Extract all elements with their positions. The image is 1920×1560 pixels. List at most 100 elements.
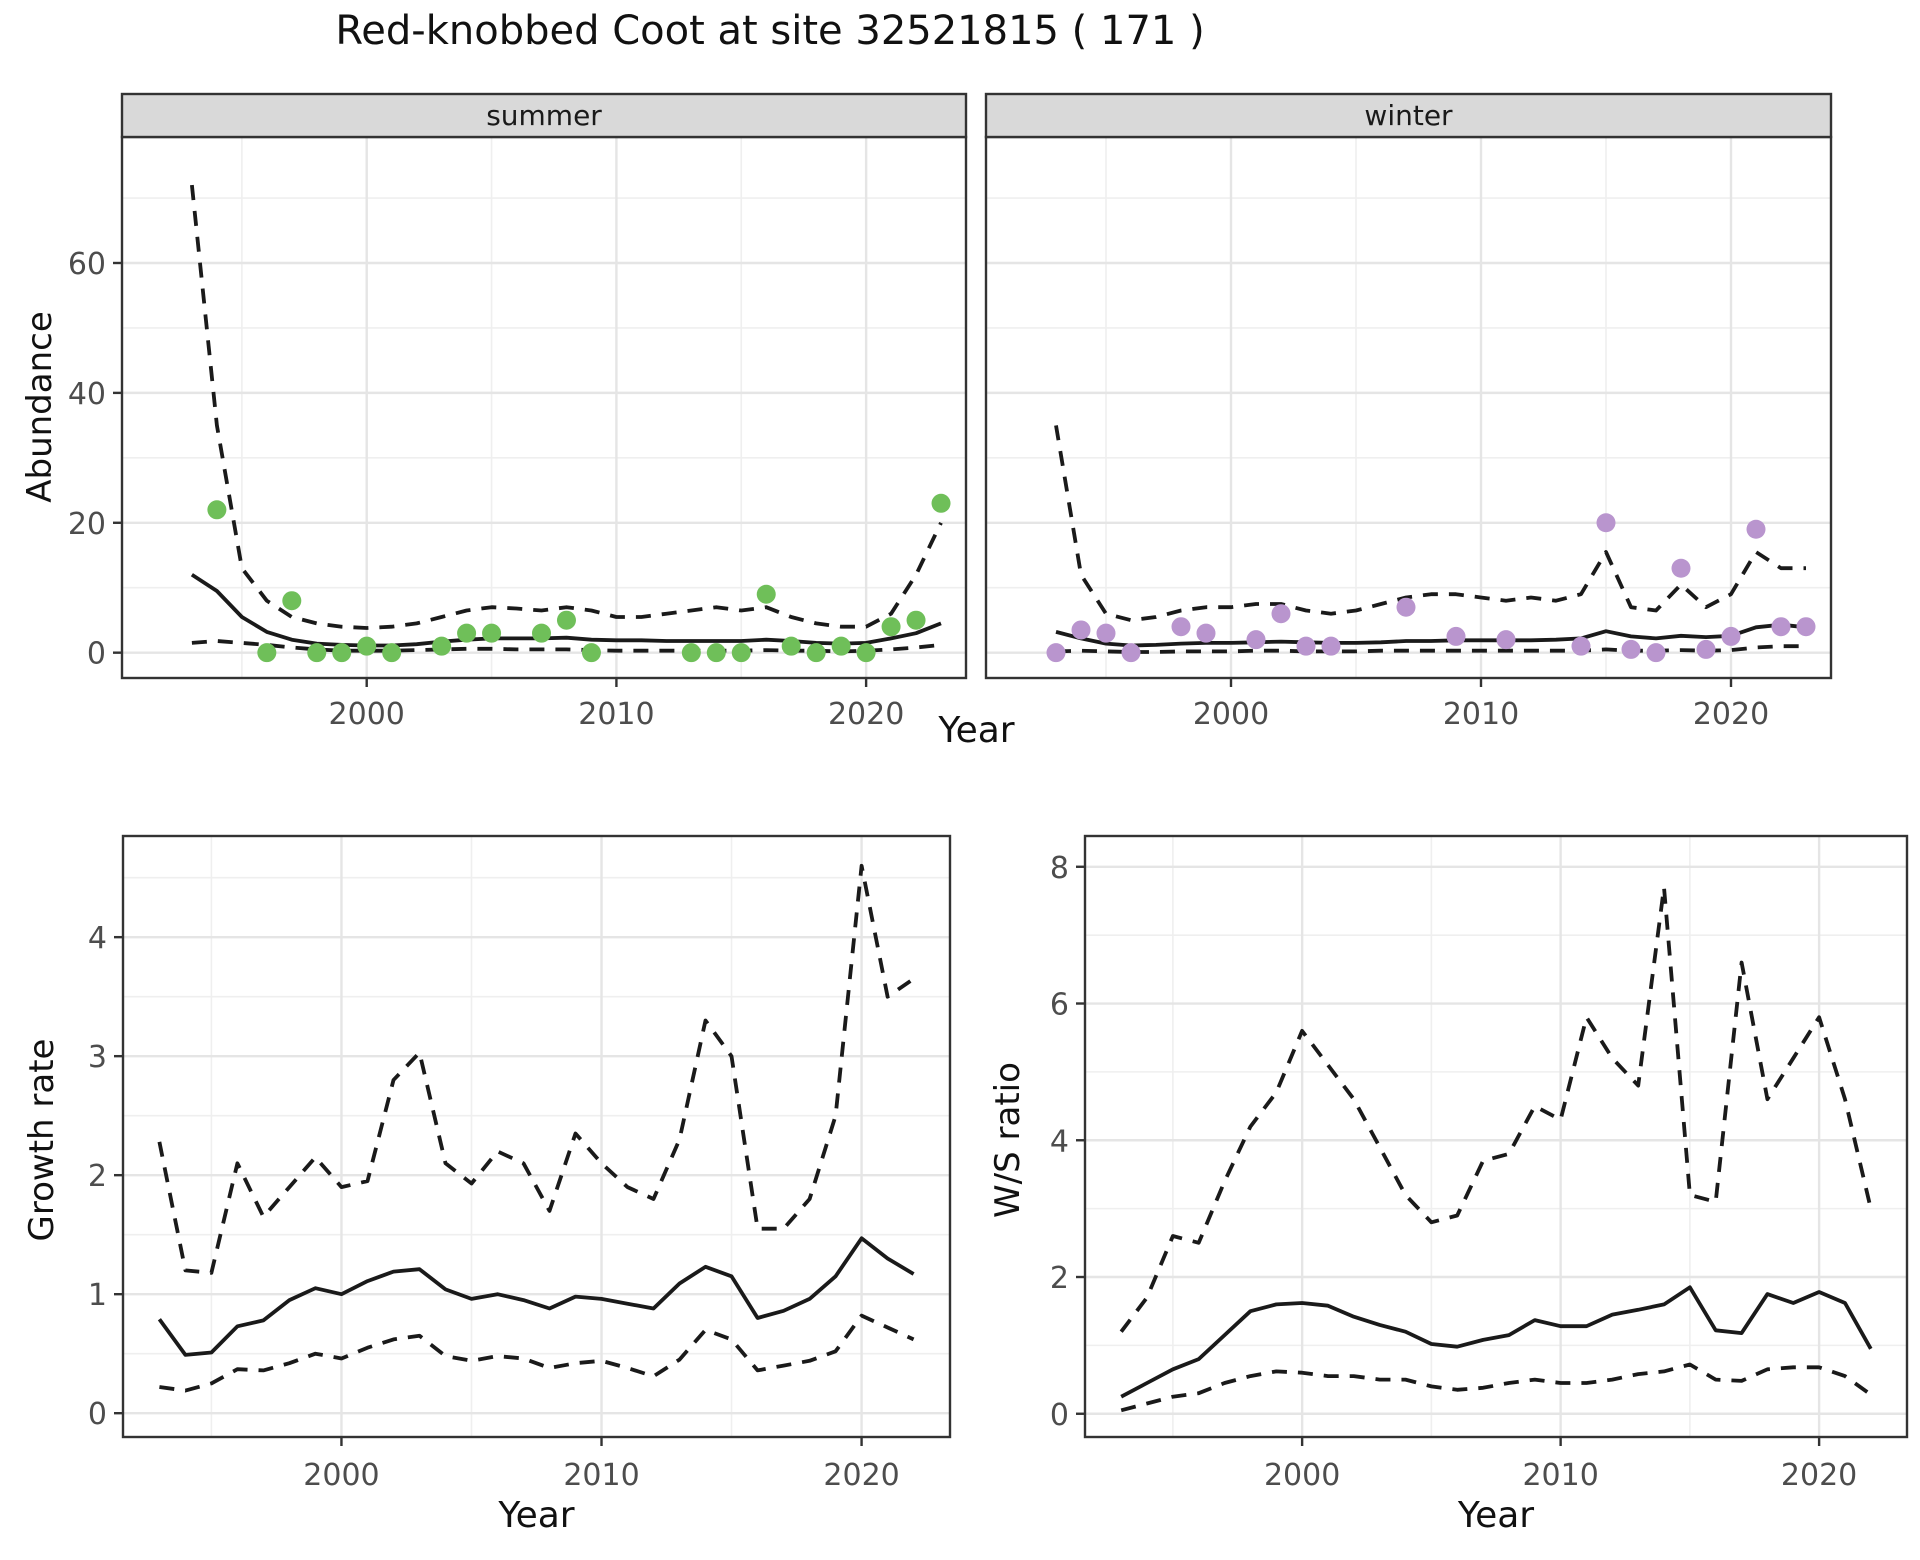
growth-rate-upper-ci-line [157,863,915,1275]
abundance-winter-upper-ci-line [1054,425,1806,623]
growth-rate-y-tick-label: 1 [88,1278,107,1313]
abundance-summer-data-point [307,643,327,663]
abundance-winter-data-point [1796,617,1816,637]
abundance-winter-fit-line [1055,622,1807,648]
abundance-winter-data-point [1671,558,1691,578]
ws-ratio-panel-bg [1085,836,1907,1437]
abundance-winter-data-point [1121,643,1141,663]
abundance-winter-data-point [1271,604,1291,624]
growth-rate-x-tick-label: 2020 [823,1458,899,1493]
ws-ratio-upper-ci-line [1119,885,1873,1333]
abundance-summer-x-tick-label: 2020 [828,697,904,732]
abundance-winter-facet-strip [984,92,1833,139]
abundance-summer-data-point [781,636,801,656]
abundance-winter-data-point [1771,617,1791,637]
ws-ratio-y-tick-label: 0 [1050,1398,1069,1433]
abundance-summer-data-point [457,623,477,643]
abundance-winter-x-tick-label: 2010 [1443,697,1519,732]
abundance-summer-data-point [681,643,701,663]
growth-rate-y-tick-label: 2 [88,1159,107,1194]
ws-ratio-y-tick-label: 8 [1050,851,1069,886]
abundance-summer-x-tick-label: 2000 [329,697,405,732]
ws-ratio-lower-ci-line [1120,1362,1872,1413]
abundance-winter-data-point [1396,597,1416,617]
growth-rate-y-tick-label: 4 [88,921,107,956]
abundance-winter-data-point [1721,626,1741,646]
abundance-winter-data-point [1571,636,1591,656]
growth-rate-x-tick-label: 2000 [303,1458,379,1493]
abundance-summer-data-point [581,643,601,663]
abundance-winter-data-point [1596,513,1616,533]
x-axis-title-ws-ratio: Year [1457,1495,1535,1536]
abundance-winter-data-point [1096,623,1116,643]
abundance-summer-data-point [806,643,826,663]
growth-rate-fit-line [157,1236,915,1357]
abundance-winter-data-point [1321,636,1341,656]
growth-rate-panel-bg [123,836,950,1437]
abundance-winter-data-point [1246,630,1266,650]
abundance-summer-data-point [831,636,851,656]
ws-ratio-panel-border [1083,834,1909,1439]
abundance-winter-data-point [1296,636,1316,656]
growth-rate-panel-border [121,834,952,1439]
abundance-summer-data-point [357,636,377,656]
abundance-summer-data-point [706,643,726,663]
abundance-winter-data-point [1046,643,1066,663]
abundance-winter-lower-ci-line [1055,644,1806,654]
abundance-summer-upper-ci-line [190,184,943,630]
abundance-summer-data-point [556,610,576,630]
y-axis-title-ws-ratio: W/S ratio [988,1062,1028,1218]
abundance-summer-data-point [731,643,751,663]
y-axis-title-growth-rate: Growth rate [22,1038,62,1242]
chart-title: Red-knobbed Coot at site 32521815 ( 171 … [335,8,1205,54]
abundance-winter-x-tick-label: 2020 [1693,697,1769,732]
ws-ratio-fit-line [1120,1285,1873,1399]
x-axis-title-top: Year [938,710,1015,751]
abundance-winter-data-point [1196,623,1216,643]
abundance-summer-data-point [257,643,277,663]
ws-ratio-x-tick-label: 2020 [1781,1458,1857,1493]
facet-strip-summer: summer [486,99,602,132]
abundance-summer-data-point [856,643,876,663]
abundance-summer-facet-strip [120,92,968,139]
abundance-winter-data-point [1621,639,1641,659]
ws-ratio-x-tick-label: 2010 [1522,1458,1598,1493]
facet-strip-winter: winter [1364,99,1453,132]
abundance-winter-data-point [1071,620,1091,640]
y-axis-title-abundance: Abundance [20,311,60,503]
abundance-summer-data-point [332,643,352,663]
abundance-winter-data-point [1646,643,1666,663]
abundance-summer-data-point [207,500,227,520]
abundance-winter-data-point [1696,639,1716,659]
growth-rate-x-tick-label: 2010 [563,1458,639,1493]
growth-rate-y-tick-label: 0 [88,1397,107,1432]
abundance-winter-data-point [1496,630,1516,650]
abundance-summer-data-point [282,591,302,611]
growth-rate-y-tick-label: 3 [88,1040,107,1075]
abundance-winter-data-point [1746,519,1766,539]
ws-ratio-y-tick-label: 6 [1050,988,1069,1023]
abundance-summer-data-point [931,493,951,513]
ws-ratio-x-tick-label: 2000 [1264,1458,1340,1493]
abundance-summer-data-point [482,623,502,643]
x-axis-title-growth-rate: Year [498,1495,575,1536]
abundance-summer-y-tick-label: 20 [68,507,106,542]
abundance-summer-data-point [756,584,776,604]
abundance-winter-data-point [1446,626,1466,646]
abundance-summer-data-point [906,610,926,630]
abundance-summer-y-tick-label: 40 [68,377,106,412]
abundance-summer-y-tick-label: 0 [87,637,106,672]
ws-ratio-y-tick-label: 2 [1050,1261,1069,1296]
abundance-summer-data-point [881,617,901,637]
ws-ratio-y-tick-label: 4 [1050,1124,1069,1159]
abundance-summer-data-point [432,636,452,656]
abundance-summer-x-tick-label: 2010 [578,697,654,732]
abundance-summer-y-tick-label: 60 [68,247,106,282]
abundance-summer-data-point [382,643,402,663]
abundance-winter-x-tick-label: 2000 [1193,697,1269,732]
abundance-summer-panel-bg [122,137,966,678]
abundance-winter-data-point [1171,617,1191,637]
growth-rate-lower-ci-line [159,1313,915,1393]
